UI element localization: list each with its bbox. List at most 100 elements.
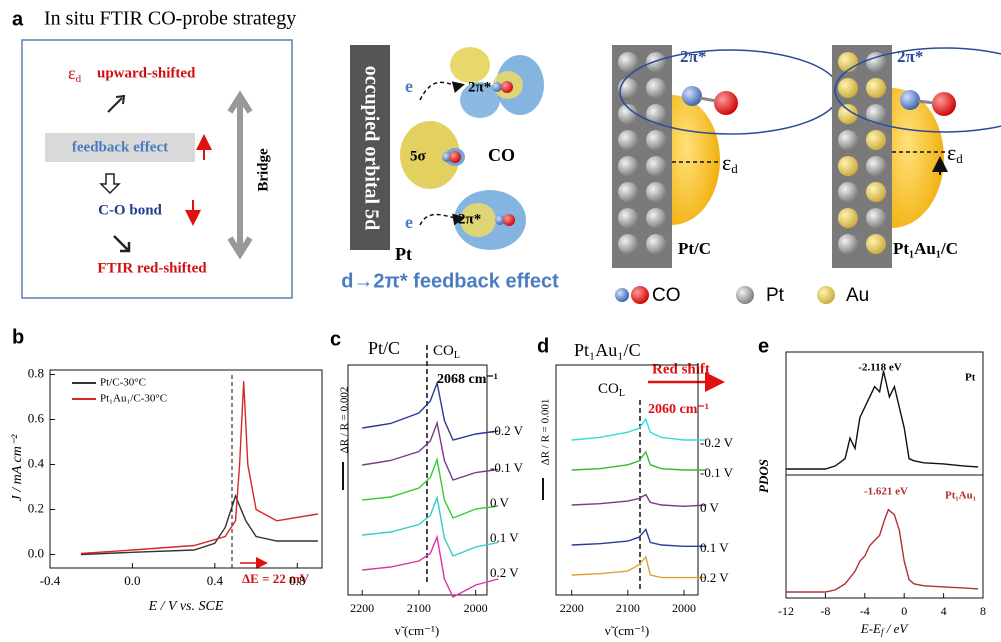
c-atom [682, 86, 702, 106]
pi-text: 2π* [680, 47, 706, 66]
pt-atom [618, 234, 638, 254]
au-atom [838, 156, 858, 176]
slab-label: Pt₁Au₁/C [893, 239, 958, 258]
x-tick-label: 0.8 [289, 573, 305, 588]
pt-atom [646, 78, 666, 98]
d-band [892, 88, 944, 228]
feedback-bg [45, 133, 195, 162]
d-band [672, 95, 720, 225]
slab [832, 45, 892, 268]
annotation: 2060 cm⁻¹ [648, 402, 709, 417]
chart-title: Pt₁Au₁/C [574, 340, 641, 360]
au-atom [866, 182, 886, 202]
plot-frame [347, 364, 488, 596]
x-tick-label: 2200 [560, 601, 584, 615]
pt-atom [618, 52, 638, 72]
pi-text: 2π* [897, 47, 923, 66]
pt-atom [866, 156, 886, 176]
series-line [362, 534, 499, 598]
annotation: 2068 cm⁻¹ [437, 372, 498, 387]
x-tick-label: 2100 [616, 601, 640, 615]
pt-atom [646, 156, 666, 176]
arrow [113, 235, 131, 253]
slab-label: Pt/C [678, 239, 711, 258]
pt-atom [646, 130, 666, 150]
legend-label: Pt₁Au₁/C-30°C [100, 393, 167, 405]
series-line [786, 508, 979, 593]
annotation: ΔE = 22 mV [242, 571, 310, 586]
panel-label: b [12, 326, 24, 348]
arrow [419, 81, 465, 101]
series-label: 0.1 V [700, 540, 729, 555]
x-tick-label: -0.4 [40, 573, 61, 588]
series-label: 0.2 V [490, 565, 519, 580]
caption: d→2π* feedback effect [341, 270, 559, 292]
feedback-text: feedback effect [72, 139, 168, 155]
annotation: Pt [965, 372, 976, 384]
x-tick-label: 2000 [464, 601, 488, 615]
au-atom [866, 130, 886, 150]
slab [612, 45, 672, 268]
legend-label: Pt/C-30°C [100, 377, 146, 389]
eps: εd [68, 63, 82, 84]
y-axis-label: PDOS [756, 459, 771, 493]
y-tick-label: 0.0 [28, 545, 44, 560]
x-tick-label: 2200 [350, 601, 374, 615]
scale-label: ΔR / R = 0.001 [540, 399, 552, 466]
pt-atom [618, 182, 638, 202]
pt-atom [838, 234, 858, 254]
legend-text: Pt [766, 285, 785, 306]
pt-atom [866, 104, 886, 124]
x-tick-label: 2000 [672, 601, 696, 615]
pt-slab [612, 45, 672, 268]
series-line [362, 456, 499, 519]
arrow [99, 173, 121, 195]
series-label: -0.1 V [700, 465, 734, 480]
y-tick-label: 0.8 [28, 365, 44, 380]
ptau-slab [832, 45, 892, 268]
annotation: Pt₁Au₁ [945, 490, 976, 502]
series-label: 0 V [700, 500, 720, 515]
orbital-sigma [400, 121, 465, 189]
legend-text: CO [652, 285, 681, 306]
orbital-bottom [454, 190, 526, 250]
o-atom [714, 91, 738, 115]
x-tick-label: 0 [901, 604, 907, 618]
pt-text: Pt [395, 244, 412, 264]
x-axis-label: E-Ef / eV [860, 621, 910, 637]
pt-atom [646, 182, 666, 202]
pt-atom [618, 130, 638, 150]
annotation: COL [433, 343, 460, 361]
series-line [80, 381, 319, 555]
pt-atom [618, 208, 638, 228]
pi-text: 2π* [458, 211, 481, 227]
series-line [80, 493, 318, 556]
arrow [107, 94, 126, 113]
x-tick-label: -12 [778, 604, 794, 618]
o-atom [932, 92, 956, 116]
au-atom [866, 234, 886, 254]
box [21, 39, 293, 299]
series-label: 0.1 V [490, 530, 519, 545]
pt-atom [866, 208, 886, 228]
x-tick-label: 0.4 [207, 573, 224, 588]
annotation: -2.118 eV [858, 362, 901, 374]
x-axis-label: E / V vs. SCE [148, 599, 224, 614]
pt-atom [646, 208, 666, 228]
ftir-text: FTIR red-shifted [97, 260, 207, 276]
x-tick-label: -8 [820, 604, 830, 618]
annotation: -1.621 eV [864, 486, 908, 498]
pt-atom [646, 234, 666, 254]
series-line [786, 370, 979, 470]
y-tick-label: 0.6 [28, 410, 45, 425]
x-tick-label: 8 [980, 604, 986, 618]
pt-atom [618, 156, 638, 176]
series-label: -0.2 V [700, 435, 734, 450]
eps: εd [947, 140, 963, 166]
e-text: e [405, 76, 413, 96]
x-axis-label: ν̃ (cm⁻¹) [605, 623, 649, 638]
series-line [571, 555, 707, 579]
series-line [571, 417, 707, 441]
au-atom [866, 78, 886, 98]
